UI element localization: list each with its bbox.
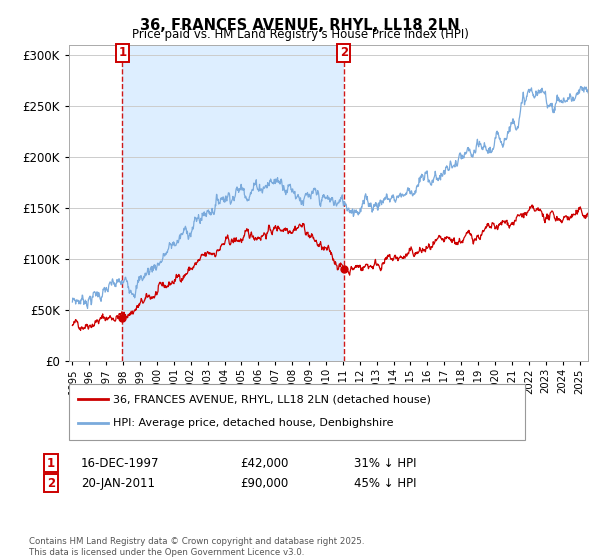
Text: 2: 2: [340, 46, 348, 59]
Text: Price paid vs. HM Land Registry's House Price Index (HPI): Price paid vs. HM Land Registry's House …: [131, 28, 469, 41]
Text: 20-JAN-2011: 20-JAN-2011: [81, 477, 155, 490]
Text: 1: 1: [118, 46, 127, 59]
Text: Contains HM Land Registry data © Crown copyright and database right 2025.
This d: Contains HM Land Registry data © Crown c…: [29, 537, 364, 557]
Bar: [122, 45, 344, 361]
Text: 36, FRANCES AVENUE, RHYL, LL18 2LN: 36, FRANCES AVENUE, RHYL, LL18 2LN: [140, 18, 460, 33]
Text: 16-DEC-1997: 16-DEC-1997: [81, 456, 160, 470]
Text: £90,000: £90,000: [240, 477, 288, 490]
Text: 2: 2: [47, 477, 55, 490]
Text: HPI: Average price, detached house, Denbighshire: HPI: Average price, detached house, Denb…: [113, 418, 394, 428]
Text: 1: 1: [47, 456, 55, 470]
Text: 31% ↓ HPI: 31% ↓ HPI: [354, 456, 416, 470]
Text: 36, FRANCES AVENUE, RHYL, LL18 2LN (detached house): 36, FRANCES AVENUE, RHYL, LL18 2LN (deta…: [113, 394, 431, 404]
Text: £42,000: £42,000: [240, 456, 289, 470]
Text: 45% ↓ HPI: 45% ↓ HPI: [354, 477, 416, 490]
